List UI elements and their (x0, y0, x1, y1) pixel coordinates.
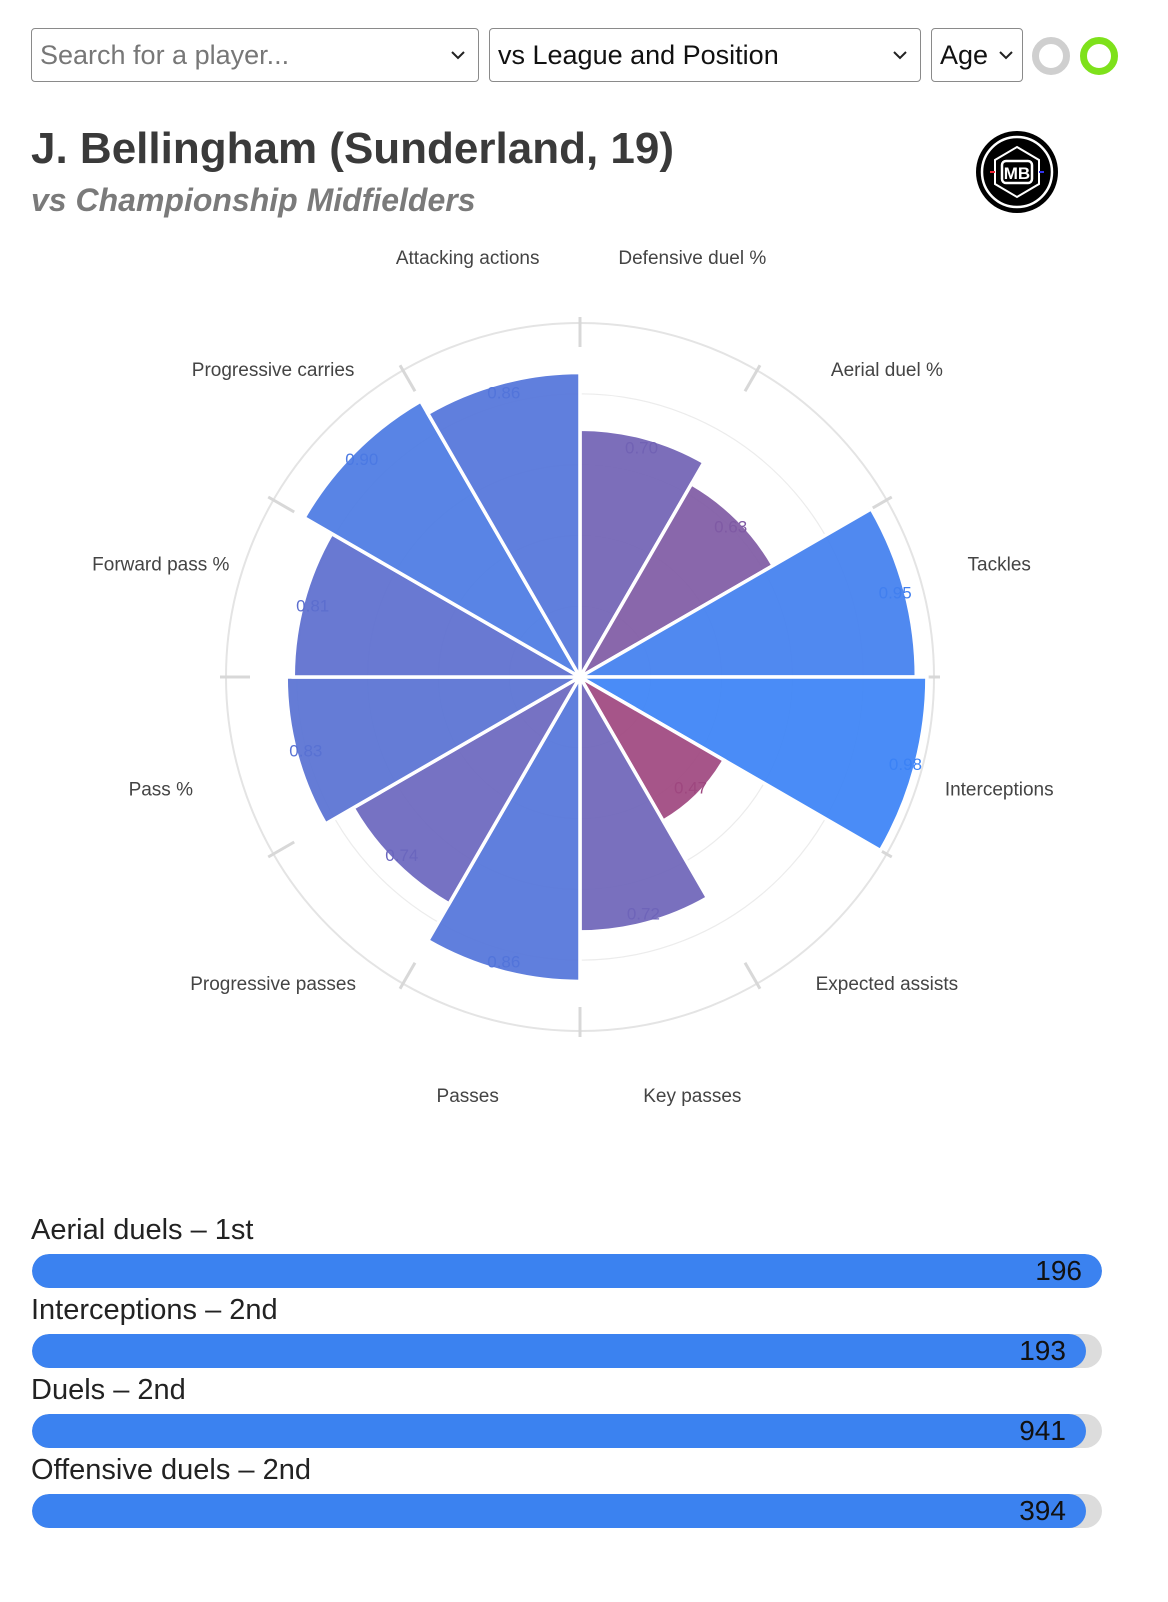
polar-chart: 0.70 0.63 0.95 0.98 0.47 0.72 0.86 0.74 0.83 0.81… (92, 248, 1053, 1107)
polar-bar (573, 675, 929, 853)
polar-axis-labels: Defensive duel % Aerial duel % Tackles Inte… (92, 248, 1053, 1107)
rank-value: 394 (1019, 1495, 1066, 1526)
rank-row: Aerial duels – 1st 196 (31, 1214, 1111, 1294)
polar-bar (575, 481, 776, 682)
axis-label: Pass % (129, 779, 194, 800)
grid-tick (398, 962, 417, 990)
polar-bar (301, 398, 585, 682)
rank-fill (32, 1334, 1086, 1368)
value-label: 0.98 (889, 755, 922, 774)
polar-value-labels: 0.70 0.63 0.95 0.98 0.47 0.72 0.86 0.74 0.83 0.81… (289, 384, 922, 972)
comparison-select[interactable]: vs League and Position (489, 28, 921, 82)
polar-bar (578, 670, 710, 934)
value-label: 0.72 (627, 905, 660, 924)
value-label: 0.86 (487, 384, 520, 403)
player-search-select[interactable]: Search for a player... (31, 28, 479, 82)
rank-row: Offensive duels – 2nd 394 (31, 1454, 1111, 1534)
comparison-subtitle: vs Championship Midfielders (31, 182, 476, 218)
rank-track: 394 (32, 1494, 1102, 1528)
value-label: 0.95 (879, 584, 912, 603)
value-label: 0.74 (385, 846, 418, 865)
rank-title: Offensive duels – 2nd (31, 1454, 311, 1486)
comparison-select-value: vs League and Position (498, 39, 779, 70)
axis-label: Passes (437, 1086, 499, 1107)
polar-bar (425, 370, 582, 684)
toggle-off-circle[interactable] (1032, 37, 1070, 75)
rank-value: 193 (1019, 1335, 1066, 1366)
rank-row: Interceptions – 2nd 193 (31, 1294, 1111, 1374)
rank-track: 196 (32, 1254, 1102, 1288)
axis-label: Attacking actions (396, 248, 540, 269)
rank-title: Interceptions – 2nd (31, 1294, 278, 1326)
grid-tick (743, 962, 762, 990)
rank-value: 196 (1035, 1255, 1082, 1286)
player-title: J. Bellingham (Sunderland, 19) (31, 124, 675, 173)
rank-fill (32, 1494, 1086, 1528)
grid-tick (743, 364, 762, 392)
rank-fill (32, 1414, 1086, 1448)
chevron-down-icon (893, 51, 907, 60)
axis-label: Defensive duel % (618, 248, 766, 269)
axis-label: Key passes (643, 1086, 741, 1107)
axis-label: Forward pass % (92, 555, 229, 576)
grid-tick (267, 840, 295, 859)
rank-title: Aerial duels – 1st (31, 1214, 254, 1246)
grid-tick (267, 495, 295, 514)
polar-bar (425, 670, 582, 984)
rank-track: 193 (32, 1334, 1102, 1368)
value-label: 0.86 (487, 952, 520, 971)
axis-label: Interceptions (945, 779, 1054, 800)
axis-label: Tackles (968, 555, 1031, 576)
value-label: 0.81 (296, 596, 329, 615)
rank-title: Duels – 2nd (31, 1374, 186, 1406)
brand-logo: MB (976, 131, 1058, 213)
polar-bar (578, 427, 707, 684)
grid-tick (398, 364, 417, 392)
polar-bar (291, 531, 587, 679)
toggle-on-circle[interactable] (1080, 37, 1118, 75)
age-select-value: Age (940, 39, 989, 70)
polar-bar (573, 506, 919, 679)
axis-label: Progressive carries (192, 360, 355, 381)
axis-label: Aerial duel % (831, 360, 943, 381)
value-label: 0.47 (674, 779, 707, 798)
age-select[interactable]: Age (931, 28, 1023, 82)
rank-row: Duels – 2nd 941 (31, 1374, 1111, 1454)
value-label: 0.63 (714, 517, 747, 536)
value-label: 0.70 (625, 438, 658, 457)
polar-bars (284, 370, 929, 984)
brand-logo-text: MB (1004, 164, 1030, 183)
axis-label: Progressive passes (190, 974, 356, 995)
rank-fill (32, 1254, 1102, 1288)
polar-bar (284, 675, 587, 827)
axis-label: Expected assists (816, 974, 959, 995)
polar-bar (350, 672, 585, 907)
rank-value: 941 (1019, 1415, 1066, 1446)
controls-bar: Search for a player... vs League and Pos… (31, 28, 1141, 84)
value-label: 0.83 (289, 741, 322, 760)
chevron-down-icon (999, 51, 1013, 60)
rank-track: 941 (32, 1414, 1102, 1448)
value-label: 0.90 (345, 450, 378, 469)
player-search-placeholder: Search for a player... (40, 39, 290, 70)
rank-bars: Aerial duels – 1st 196 Interceptions – 2nd… (31, 1214, 1111, 1534)
chevron-down-icon (451, 51, 465, 60)
